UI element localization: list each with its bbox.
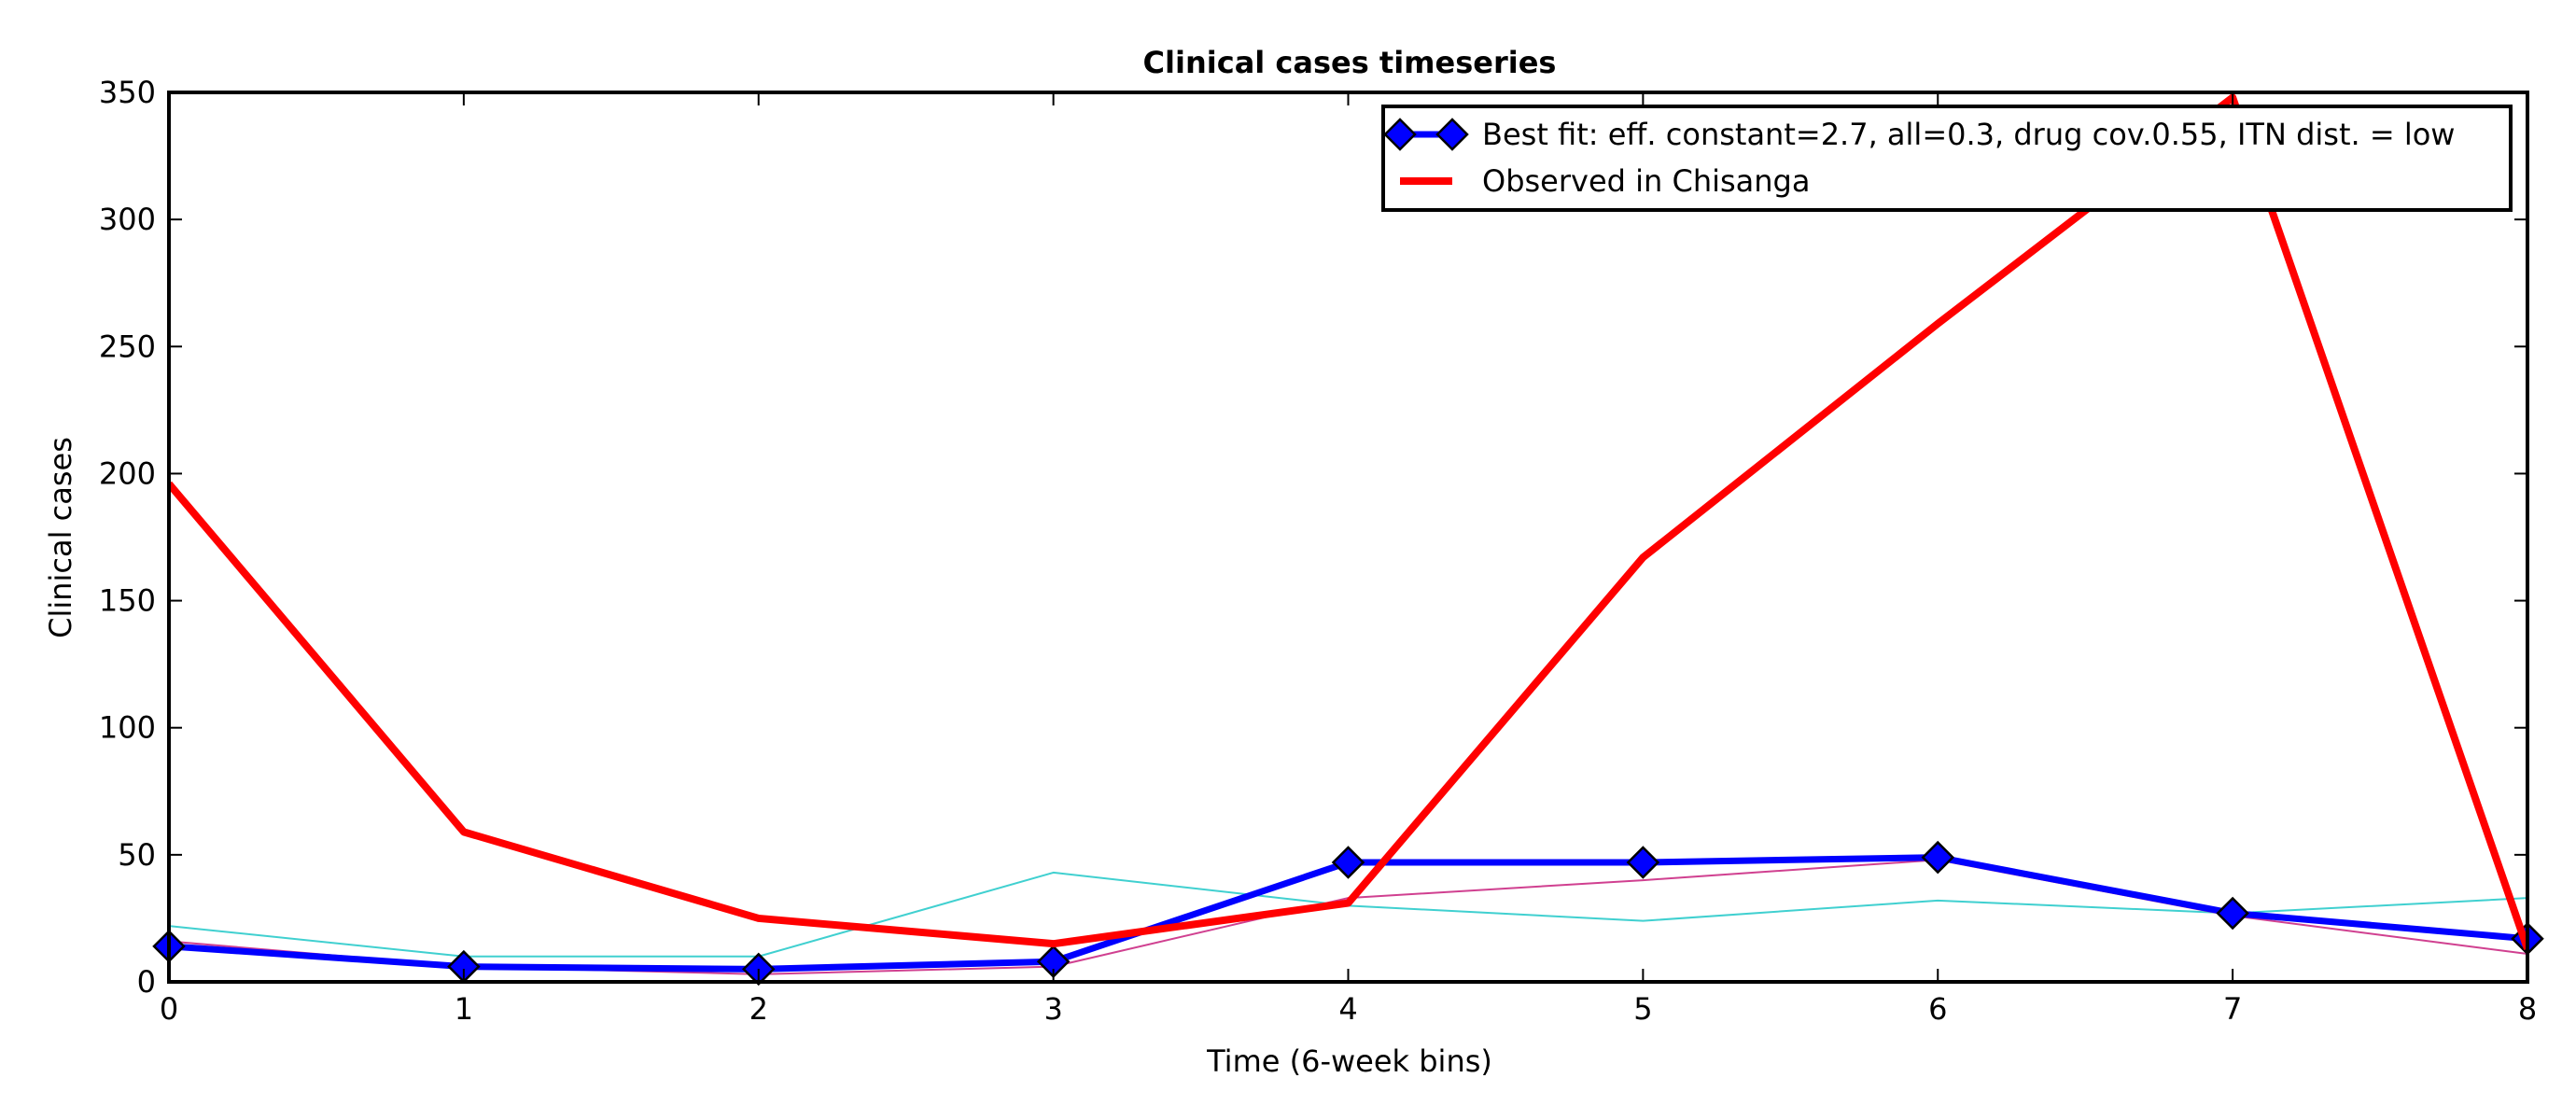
series-point-0-7	[2216, 896, 2249, 931]
y-tick-label: 0	[137, 964, 156, 1000]
legend: Best fit: eff. constant=2.7, all=0.3, dr…	[1381, 105, 2513, 212]
x-tick-label: 7	[2223, 991, 2242, 1027]
series-point-0-5	[1626, 846, 1660, 879]
legend-label-1: Observed in Chisanga	[1482, 163, 1810, 199]
x-axis-label: Time (6-week bins)	[1206, 1043, 1492, 1079]
legend-box	[1381, 105, 2513, 212]
x-tick-label: 8	[2518, 991, 2537, 1027]
y-tick-label: 350	[99, 75, 156, 110]
y-tick-label: 150	[99, 583, 156, 619]
x-tick-label: 2	[749, 991, 768, 1027]
x-tick-label: 0	[160, 991, 178, 1027]
axis-ticks: 0 1 2 3 4 5 6 7 8 0 50 100 150 200 250 300 350	[99, 75, 2537, 1027]
series-line-1	[169, 93, 2527, 950]
chart-title: Clinical cases timeseries	[1143, 45, 1557, 80]
series-point-0-4	[1331, 846, 1365, 879]
y-tick-label: 300	[99, 202, 156, 237]
x-tick-label: 3	[1043, 991, 1062, 1027]
y-tick-label: 50	[118, 837, 156, 873]
y-tick-label: 100	[99, 710, 156, 746]
legend-marker-0	[1435, 118, 1469, 151]
x-tick-label: 4	[1338, 991, 1357, 1027]
x-tick-label: 5	[1633, 991, 1652, 1027]
y-axis-label: Clinical cases	[43, 437, 78, 638]
series-line-2	[169, 871, 2527, 958]
y-tick-label: 200	[99, 455, 156, 491]
x-tick-label: 1	[455, 991, 473, 1027]
x-tick-label: 6	[1928, 991, 1947, 1027]
plot-area	[152, 93, 2544, 987]
legend-marker-0	[1383, 118, 1417, 151]
series-point-0-6	[1921, 840, 1955, 875]
legend-label-0: Best fit: eff. constant=2.7, all=0.3, dr…	[1482, 117, 2455, 152]
y-tick-label: 250	[99, 329, 156, 364]
